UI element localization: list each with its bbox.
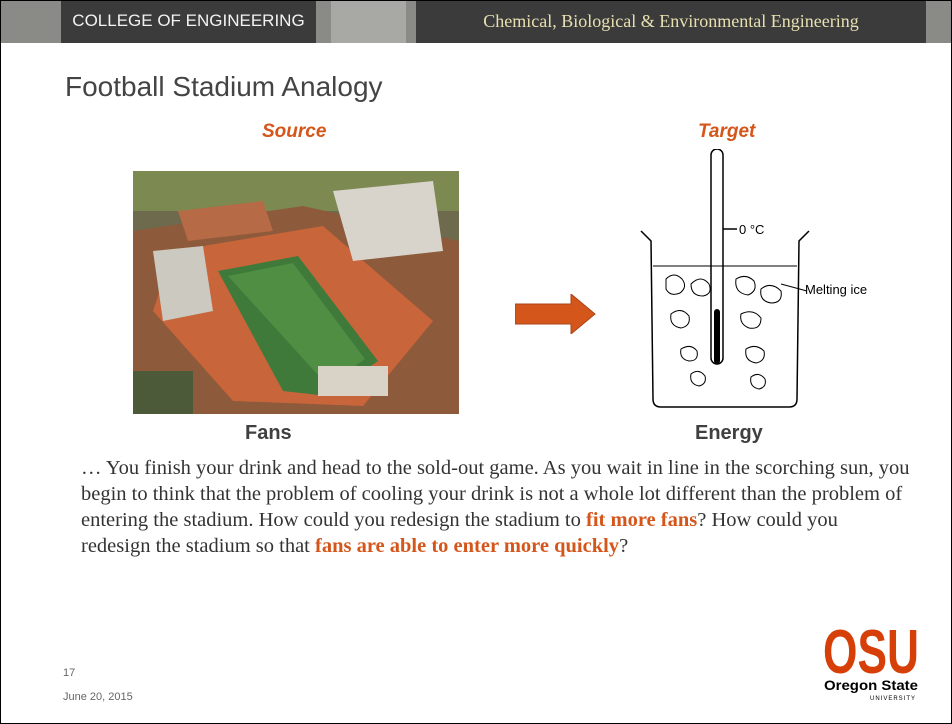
target-label: Target (698, 121, 756, 142)
logo-mark: OSU (823, 623, 919, 687)
osu-logo: OSU Oregon State UNIVERSITY (823, 623, 919, 702)
emphasis-text: fit more fans (586, 509, 698, 531)
date: June 20, 2015 (63, 691, 133, 703)
text-run: ? (619, 535, 629, 557)
page-number: 17 (63, 667, 76, 679)
emphasis-text: fans are able to enter more quickly (315, 535, 620, 557)
logo-name: Oregon State (824, 677, 918, 693)
ice-label: Melting ice (805, 282, 867, 297)
arrow (515, 294, 596, 334)
logo-sub: UNIVERSITY (870, 696, 916, 702)
header-spacer (331, 1, 406, 43)
body-paragraph: … You finish your drink and head to the … (81, 455, 911, 559)
temperature-label: 0 °C (739, 222, 764, 237)
header-left: COLLEGE OF ENGINEERING (61, 1, 316, 43)
source-label: Source (262, 121, 327, 142)
text-run: … You finish your drink and head to the … (81, 457, 910, 531)
stadium-image (133, 171, 459, 414)
header-bar: COLLEGE OF ENGINEERING Chemical, Biologi… (1, 1, 951, 43)
header-right: Chemical, Biological & Environmental Eng… (416, 1, 926, 43)
energy-caption: Energy (695, 422, 763, 444)
text-run: ? How could you redesign the stadium so … (81, 509, 838, 557)
fans-caption: Fans (245, 422, 292, 444)
beaker-diagram: 0 °C Melting ice (640, 149, 867, 408)
slide-title: Football Stadium Analogy (65, 71, 383, 102)
